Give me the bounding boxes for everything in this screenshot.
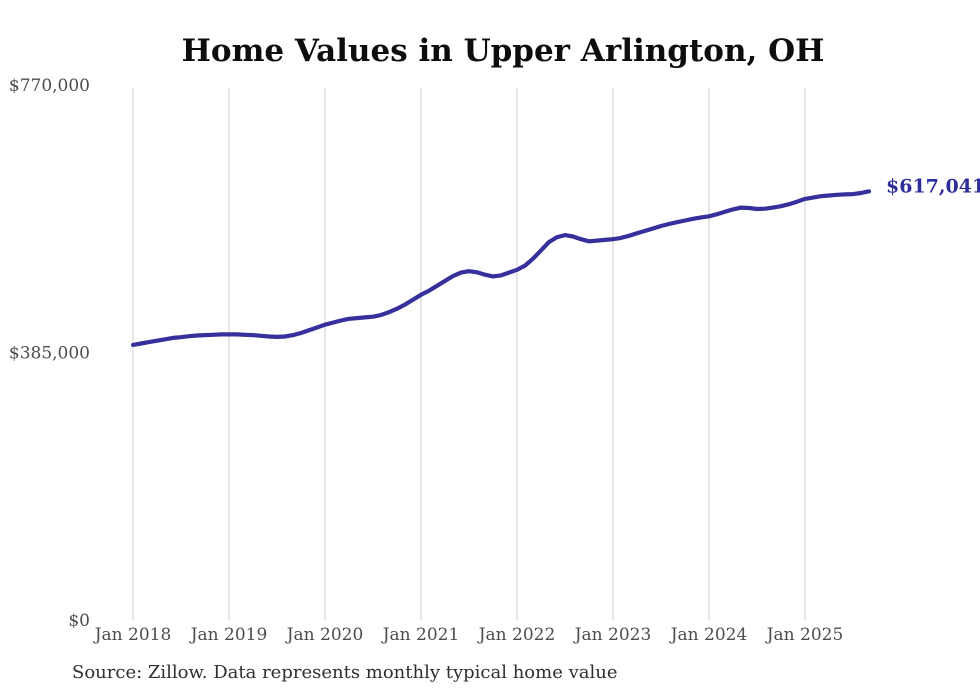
y-axis-tick-labels: $770,000 $385,000 $0 (9, 76, 90, 631)
x-tick-label: Jan 2019 (189, 625, 268, 645)
x-tick-label: Jan 2023 (573, 625, 652, 645)
x-tick-label: Jan 2021 (381, 625, 460, 645)
x-tick-label: Jan 2020 (285, 625, 364, 645)
x-axis-tick-labels: Jan 2018 Jan 2019 Jan 2020 Jan 2021 Jan 2022… (93, 625, 844, 645)
chart-title: Home Values in Upper Arlington, OH (182, 33, 825, 69)
source-note: Source: Zillow. Data represents monthly … (72, 662, 618, 683)
x-tick-label: Jan 2018 (93, 625, 172, 645)
latest-value-label: $617,041 (886, 175, 980, 197)
y-tick-label: $770,000 (9, 76, 90, 96)
x-tick-label: Jan 2022 (477, 625, 556, 645)
x-tick-label: Jan 2025 (765, 625, 844, 645)
home-value-line-series (130, 189, 872, 347)
y-tick-label: $0 (68, 611, 90, 631)
y-tick-label: $385,000 (9, 344, 90, 364)
x-tick-label: Jan 2024 (669, 625, 748, 645)
gridlines-group (132, 88, 806, 620)
